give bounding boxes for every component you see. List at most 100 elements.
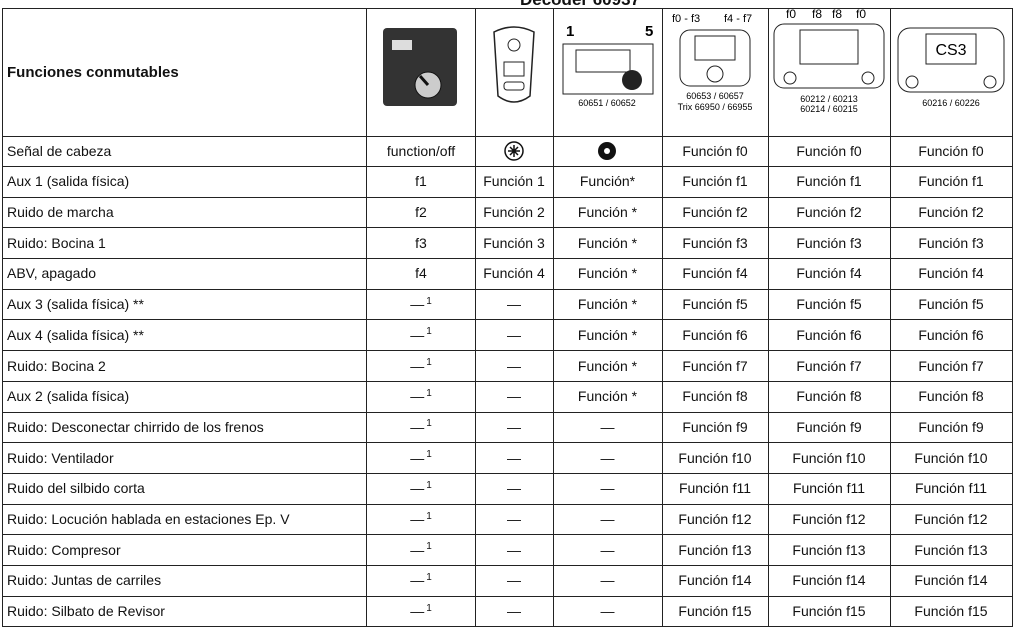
cell-text: Función f3 (918, 234, 984, 251)
cell-text: — (507, 357, 521, 374)
cell-text: Función * (577, 326, 638, 343)
cell-text: Función f11 (678, 480, 752, 497)
label: Ruido: Juntas de carriles (7, 572, 162, 589)
cell-text: Función f0 (918, 143, 984, 159)
cell: Función f1 (768, 166, 891, 198)
cell-text: Función f5 (796, 296, 862, 313)
cell-text: function/off (386, 143, 456, 159)
cell-text: Función f10 (678, 449, 752, 466)
row-label: Ruido: Bocina 1 (2, 227, 367, 260)
cell: —1 (367, 473, 476, 505)
cell-text: — (410, 603, 425, 620)
cell-text: Función f9 (682, 418, 748, 435)
cell: Función f7 (890, 350, 1013, 382)
cell: Función f11 (890, 473, 1013, 505)
row-label: Señal de cabeza (2, 136, 367, 167)
cell: —1 (367, 565, 476, 597)
cell-text: f2 (415, 204, 427, 221)
cell-text: Función f15 (678, 603, 752, 620)
cell: — (475, 473, 554, 505)
cell: — (475, 319, 554, 352)
cell-text: Función f4 (918, 265, 984, 282)
cell: —1 (367, 503, 476, 536)
cell: Función f13 (662, 534, 769, 567)
cell: — (553, 411, 663, 444)
cell: —1 (367, 442, 476, 474)
cell-text: — (410, 418, 425, 435)
cell-text: — (410, 572, 425, 589)
label: Aux 3 (salida física) ** (7, 296, 144, 313)
cell: Función 3 (475, 227, 554, 260)
cell: Función f7 (768, 350, 891, 382)
header-title: Funciones conmutables (7, 64, 179, 81)
cell-text: Función f10 (914, 449, 988, 466)
cell (553, 136, 663, 167)
row-label: Ruido del silbido corta (2, 473, 367, 505)
cell-text: — (410, 449, 425, 466)
header-cell (367, 8, 476, 137)
cell-text: Función f3 (796, 234, 862, 251)
cell-text: Función 4 (483, 265, 545, 282)
cell-text: Función f1 (796, 173, 862, 190)
cell-text: Función f2 (682, 204, 748, 221)
cell-text: Función f7 (682, 357, 748, 374)
label: Ruido del silbido corta (7, 480, 145, 497)
cell-text: Función f15 (792, 603, 866, 620)
cell: function/off (367, 136, 476, 167)
cell-text: — (507, 572, 521, 589)
row-label: Ruido: Compresor (2, 534, 367, 567)
cell-text: Función f11 (792, 480, 866, 497)
row-label: Aux 1 (salida física) (2, 166, 367, 198)
cell: Función f8 (890, 380, 1013, 413)
label: Aux 2 (salida física) (7, 388, 130, 405)
cell: f1 (367, 166, 476, 198)
cell: — (475, 380, 554, 413)
cell: Función f11 (768, 473, 891, 505)
cell: Función f13 (768, 534, 891, 567)
cell-text: Función f6 (796, 326, 862, 343)
cell: Función * (553, 288, 663, 321)
cell: Función f14 (768, 565, 891, 597)
cell: Función f10 (890, 442, 1013, 474)
cell-text: Función f14 (678, 572, 752, 589)
label: Aux 1 (salida física) (7, 173, 130, 190)
cell-text: Función 3 (483, 234, 545, 251)
cell: — (475, 565, 554, 597)
cell: — (475, 288, 554, 321)
footnote-mark: 1 (426, 418, 432, 430)
cell: — (475, 595, 554, 627)
cell: —1 (367, 288, 476, 321)
cell: Función f15 (662, 595, 769, 627)
cell-text: Función f12 (678, 511, 752, 528)
cell: Función f11 (662, 473, 769, 505)
label: Ruido: Compresor (7, 541, 121, 558)
cell-text: Función f8 (796, 388, 862, 405)
header-cell (768, 8, 891, 137)
cell-text: f1 (415, 173, 427, 190)
cell: f3 (367, 227, 476, 260)
cell: —1 (367, 595, 476, 627)
cell: f2 (367, 196, 476, 229)
cell-text: — (600, 603, 615, 620)
cell: —1 (367, 534, 476, 567)
row-label: Ruido de marcha (2, 196, 367, 229)
cell-text: Función * (577, 234, 638, 251)
footnote-mark: 1 (426, 295, 432, 307)
row-label: Ruido: Bocina 2 (2, 350, 367, 382)
cell: Función f2 (890, 196, 1013, 229)
cell: — (553, 565, 663, 597)
row-label: Ruido: Ventilador (2, 442, 367, 474)
cell-text: Función * (577, 296, 638, 313)
cell: Función f5 (768, 288, 891, 321)
cell: Función f3 (890, 227, 1013, 260)
cell: Función f14 (890, 565, 1013, 597)
cell-text: — (507, 449, 521, 466)
cell: Función 2 (475, 196, 554, 229)
cell: — (475, 411, 554, 444)
cell-text: — (507, 511, 521, 528)
cell-text: — (600, 572, 615, 589)
row-label: Aux 2 (salida física) (2, 380, 367, 413)
cell: —1 (367, 350, 476, 382)
cell: — (553, 473, 663, 505)
footnote-mark: 1 (426, 541, 432, 553)
